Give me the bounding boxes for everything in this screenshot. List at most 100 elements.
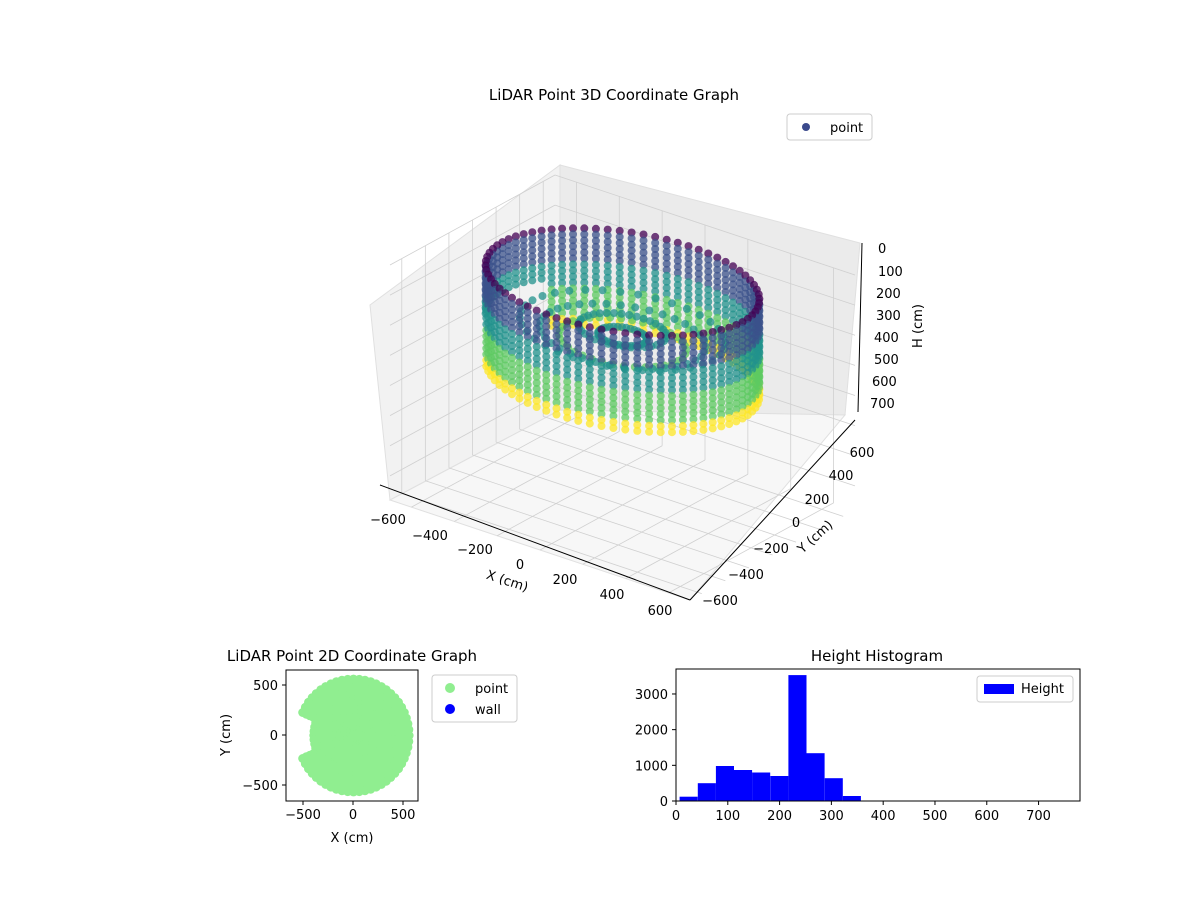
histogram-legend-label: Height <box>1021 682 1064 697</box>
scatter-3d-point <box>508 390 516 399</box>
scatter-3d-point <box>574 368 583 377</box>
scatter-3d-point <box>609 387 618 396</box>
scatter-3d-point <box>585 371 594 380</box>
y-axis-label-2d: Y (cm) <box>219 714 234 757</box>
scatter-3d-point <box>585 353 594 362</box>
scatter-3d-point <box>563 323 572 332</box>
scatter-3d-point <box>519 266 528 275</box>
scatter-3d-point <box>678 385 687 394</box>
scatter-3d-point <box>656 374 665 382</box>
scatter-3d-point <box>699 377 708 386</box>
scatter-3d-point <box>651 263 660 272</box>
scatter-3d-point <box>708 370 717 379</box>
scatter-3d-point <box>717 380 726 389</box>
scatter-3d-point <box>704 261 713 270</box>
scatter-3d-point <box>523 362 532 371</box>
scatter-3d-point <box>738 408 747 417</box>
scatter-3d-point <box>523 350 532 359</box>
scatter-3d-point <box>633 408 642 417</box>
scatter-3d-point <box>645 349 654 358</box>
scatter-3d-point <box>694 287 703 296</box>
scatter-3d-point <box>569 278 577 287</box>
grid-line <box>389 234 556 326</box>
scatter-3d-point <box>627 276 636 285</box>
scatter-3d-point <box>609 327 618 336</box>
scatter-3d-point <box>704 249 713 258</box>
scatter-3d-point <box>689 348 698 357</box>
scatter-3d-point <box>558 278 567 287</box>
scatter-3d-point <box>552 362 561 371</box>
grid-line <box>543 416 844 517</box>
scatter-3d-point <box>627 246 636 255</box>
scatter-3d-point <box>725 402 734 410</box>
scatter-3d-point <box>519 254 528 263</box>
scatter-3d-point <box>694 293 703 302</box>
scatter-3d-point <box>563 395 572 404</box>
chart-histogram: Height Histogram 0 100 200 300 400 500 600 700 … <box>635 647 1081 824</box>
scatter-3d-point <box>547 237 556 246</box>
scatter-3d-point <box>704 273 713 282</box>
scatter-3d-point <box>515 376 524 385</box>
scatter-3d-point <box>678 409 687 418</box>
scatter-3d-point <box>639 236 648 245</box>
scatter-3d-point <box>542 358 551 367</box>
scatter-3d-point <box>523 344 532 353</box>
scatter-3d-point <box>704 291 713 300</box>
chart-2d-title: LiDAR Point 2D Coordinate Graph <box>227 647 477 665</box>
scatter-3d-point <box>634 290 643 299</box>
grid-line <box>389 265 556 356</box>
x-tick: −500 <box>285 808 321 823</box>
scatter-3d-point <box>532 372 541 381</box>
scatter-3d-point <box>721 294 730 303</box>
scatter-3d-point <box>523 368 532 377</box>
scatter-3d-point <box>681 320 690 328</box>
scatter-3d-point <box>738 336 747 345</box>
scatter-3d-point <box>580 230 589 239</box>
scatter-3d-point <box>708 382 717 391</box>
scatter-3d-point <box>569 260 577 269</box>
scatter-3d-point <box>504 247 513 256</box>
scatter-3d-point <box>639 242 648 251</box>
scatter-3d-point <box>668 355 676 364</box>
scatter-3d-point <box>662 247 671 256</box>
scatter-3d-point <box>645 427 654 436</box>
scatter-3d-point <box>621 359 630 368</box>
scatter-3d-point <box>633 414 642 423</box>
scatter-3d-point <box>569 254 577 263</box>
scatter-3d-point <box>738 354 747 363</box>
scatter-3d-point <box>515 370 524 379</box>
scatter-3d-point <box>585 329 594 338</box>
scatter-3d-point <box>732 405 741 414</box>
scatter-3d-point <box>678 379 687 388</box>
scatter-3d-point <box>639 248 648 257</box>
scatter-3d-point <box>717 404 726 413</box>
y-tick: 0 <box>270 729 278 744</box>
scatter-3d-point <box>501 337 510 346</box>
scatter-3d-point <box>713 301 722 310</box>
scatter-3d-point <box>689 354 698 363</box>
scatter-3d-point <box>501 331 510 340</box>
scatter-3d-point <box>537 232 546 241</box>
scatter-3d-point <box>597 361 606 370</box>
scatter-3d-point <box>574 356 583 365</box>
scatter-3d-point <box>591 260 600 269</box>
scatter-3d-point <box>673 268 682 277</box>
scatter-3d-point <box>627 282 636 291</box>
scatter-3d-point <box>558 224 567 233</box>
scatter-3d-point <box>542 352 551 361</box>
scatter-3d-point <box>552 410 561 419</box>
scatter-3d-point <box>615 263 624 271</box>
scatter-3d-point <box>591 291 600 299</box>
scatter-3d-point <box>597 355 606 364</box>
scatter-3d-point <box>504 235 513 244</box>
scatter-3d-point <box>569 266 577 275</box>
scatter-3d-point <box>732 363 741 372</box>
scatter-3d-point <box>511 232 520 241</box>
scatter-3d-point <box>694 275 703 284</box>
legend-3d-box <box>786 113 873 141</box>
scatter-3d-point <box>656 343 665 352</box>
scatter-3d-point <box>609 351 618 360</box>
scatter-3d-point <box>537 250 546 259</box>
scatter-2d-point <box>298 708 308 717</box>
